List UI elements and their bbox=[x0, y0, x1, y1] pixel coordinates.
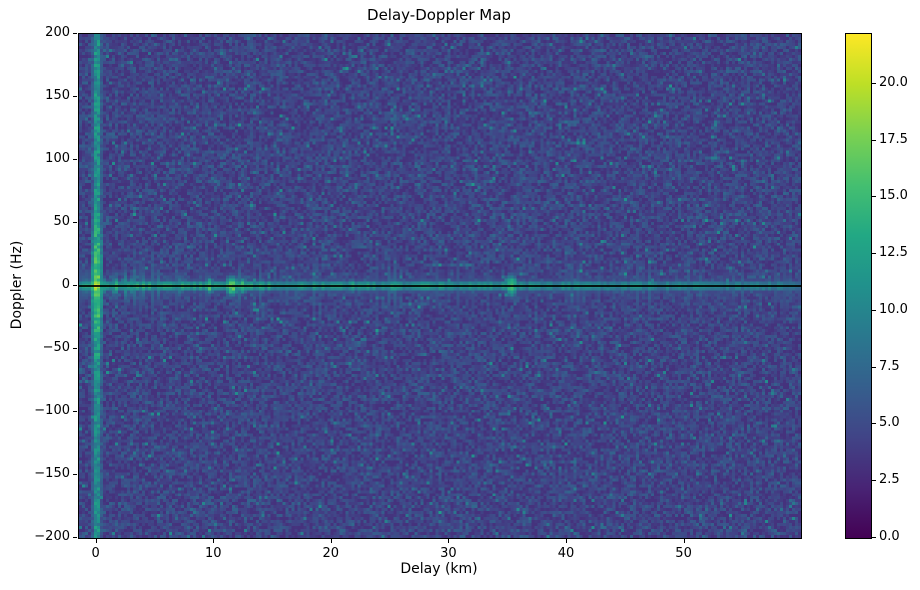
colorbar-tick-mark bbox=[872, 367, 876, 368]
plot-area bbox=[78, 33, 802, 539]
colorbar-tick-mark bbox=[872, 140, 876, 141]
colorbar-tick-mark bbox=[872, 480, 876, 481]
colorbar-tick-mark bbox=[872, 196, 876, 197]
x-tick-mark bbox=[331, 539, 332, 543]
x-tick-label: 40 bbox=[557, 546, 575, 561]
x-tick-mark bbox=[96, 539, 97, 543]
colorbar bbox=[845, 33, 872, 539]
y-tick-mark bbox=[73, 285, 77, 286]
x-tick-label: 0 bbox=[91, 546, 100, 561]
y-tick-label: 150 bbox=[45, 88, 70, 103]
colorbar-tick-label: 7.5 bbox=[879, 358, 900, 374]
x-tick-label: 10 bbox=[204, 546, 222, 561]
x-tick-mark bbox=[448, 539, 449, 543]
colorbar-gradient bbox=[846, 34, 871, 538]
x-tick-mark bbox=[213, 539, 214, 543]
y-tick-label: −200 bbox=[34, 529, 70, 544]
y-tick-mark bbox=[73, 537, 77, 538]
colorbar-tick-mark bbox=[872, 423, 876, 424]
colorbar-tick-label: 20.0 bbox=[879, 74, 908, 90]
x-axis-label: Delay (km) bbox=[400, 561, 478, 577]
colorbar-tick-label: 15.0 bbox=[879, 188, 908, 204]
y-tick-mark bbox=[73, 474, 77, 475]
x-tick-label: 50 bbox=[675, 546, 692, 561]
y-tick-label: 0 bbox=[61, 277, 70, 292]
colorbar-tick-label: 12.5 bbox=[879, 245, 908, 261]
y-tick-label: 200 bbox=[45, 25, 70, 40]
y-tick-label: 50 bbox=[53, 214, 70, 229]
x-tick-mark bbox=[684, 539, 685, 543]
colorbar-tick-label: 17.5 bbox=[879, 131, 908, 147]
y-tick-mark bbox=[73, 96, 77, 97]
chart-title: Delay-Doppler Map bbox=[367, 6, 511, 24]
colorbar-tick-label: 0.0 bbox=[879, 529, 900, 544]
colorbar-tick-label: 5.0 bbox=[879, 415, 900, 431]
y-tick-mark bbox=[73, 159, 77, 160]
y-tick-label: −100 bbox=[34, 403, 70, 418]
colorbar-tick-label: 2.5 bbox=[879, 472, 900, 488]
colorbar-tick-mark bbox=[872, 83, 876, 84]
y-tick-mark bbox=[73, 222, 77, 223]
x-tick-label: 20 bbox=[322, 546, 340, 561]
colorbar-tick-mark bbox=[872, 253, 876, 254]
colorbar-tick-mark bbox=[872, 537, 876, 538]
x-tick-label: 30 bbox=[440, 546, 457, 561]
zero-doppler-line bbox=[79, 285, 801, 287]
colorbar-tick-label: 10.0 bbox=[879, 301, 908, 317]
y-tick-mark bbox=[73, 411, 77, 412]
y-tick-label: 100 bbox=[45, 151, 70, 166]
y-tick-label: −150 bbox=[34, 466, 70, 481]
y-tick-mark bbox=[73, 33, 77, 34]
y-tick-mark bbox=[73, 348, 77, 349]
x-tick-mark bbox=[566, 539, 567, 543]
y-tick-label: −50 bbox=[42, 340, 70, 355]
colorbar-tick-mark bbox=[872, 310, 876, 311]
